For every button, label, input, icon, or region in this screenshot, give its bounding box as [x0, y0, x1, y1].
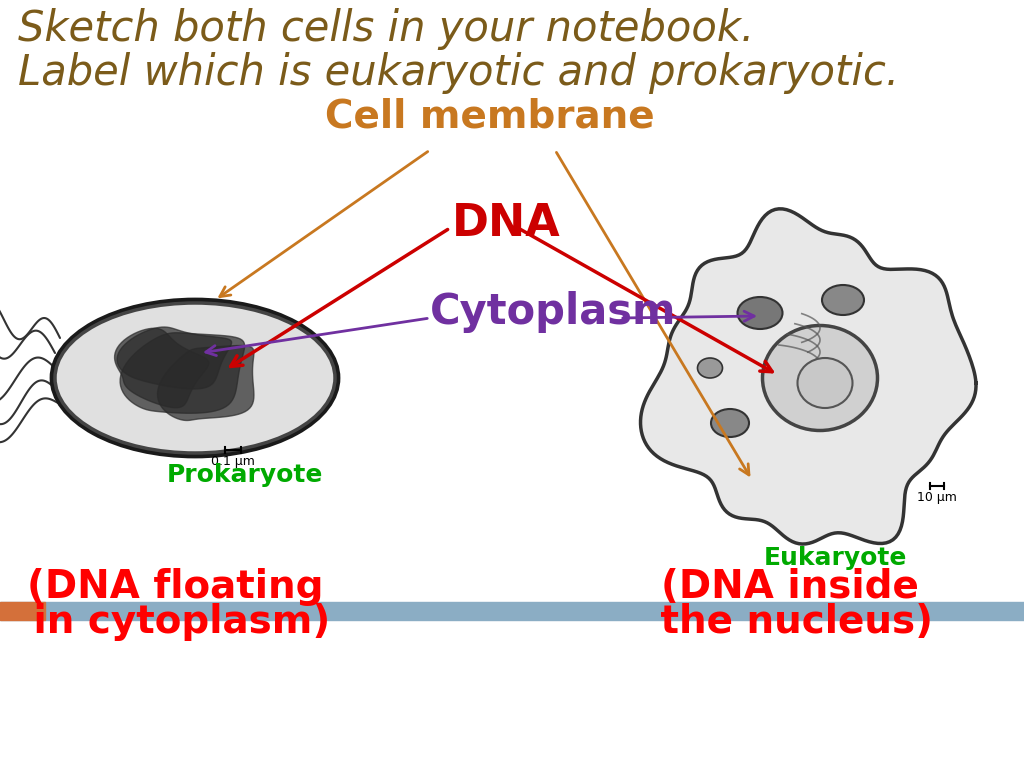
Text: Prokaryote: Prokaryote	[167, 463, 324, 487]
Text: (DNA inside: (DNA inside	[662, 568, 919, 606]
Text: (DNA floating: (DNA floating	[27, 568, 324, 606]
Text: Sketch both cells in your notebook.: Sketch both cells in your notebook.	[18, 8, 755, 50]
Polygon shape	[115, 328, 209, 408]
Text: Cytoplasm: Cytoplasm	[430, 291, 677, 333]
Text: Eukaryote: Eukaryote	[763, 546, 906, 570]
Polygon shape	[117, 327, 231, 389]
Text: in cytoplasm): in cytoplasm)	[19, 603, 330, 641]
Text: the nucleus): the nucleus)	[647, 603, 933, 641]
Text: Cell membrane: Cell membrane	[326, 98, 654, 136]
Ellipse shape	[737, 297, 782, 329]
Text: DNA: DNA	[452, 201, 561, 244]
Text: Label which is eukaryotic and prokaryotic.: Label which is eukaryotic and prokaryoti…	[18, 52, 899, 94]
Ellipse shape	[711, 409, 749, 437]
Polygon shape	[158, 346, 254, 420]
Text: 0.1 μm: 0.1 μm	[211, 455, 255, 468]
Ellipse shape	[51, 299, 339, 457]
Ellipse shape	[55, 303, 335, 453]
Polygon shape	[641, 209, 976, 544]
Ellipse shape	[822, 285, 864, 315]
Ellipse shape	[697, 358, 723, 378]
Ellipse shape	[798, 358, 853, 408]
Text: 10 μm: 10 μm	[918, 491, 957, 504]
Ellipse shape	[763, 326, 878, 431]
Bar	[0, 602, 45, 620]
Polygon shape	[120, 333, 245, 413]
Bar	[0, 602, 1024, 620]
